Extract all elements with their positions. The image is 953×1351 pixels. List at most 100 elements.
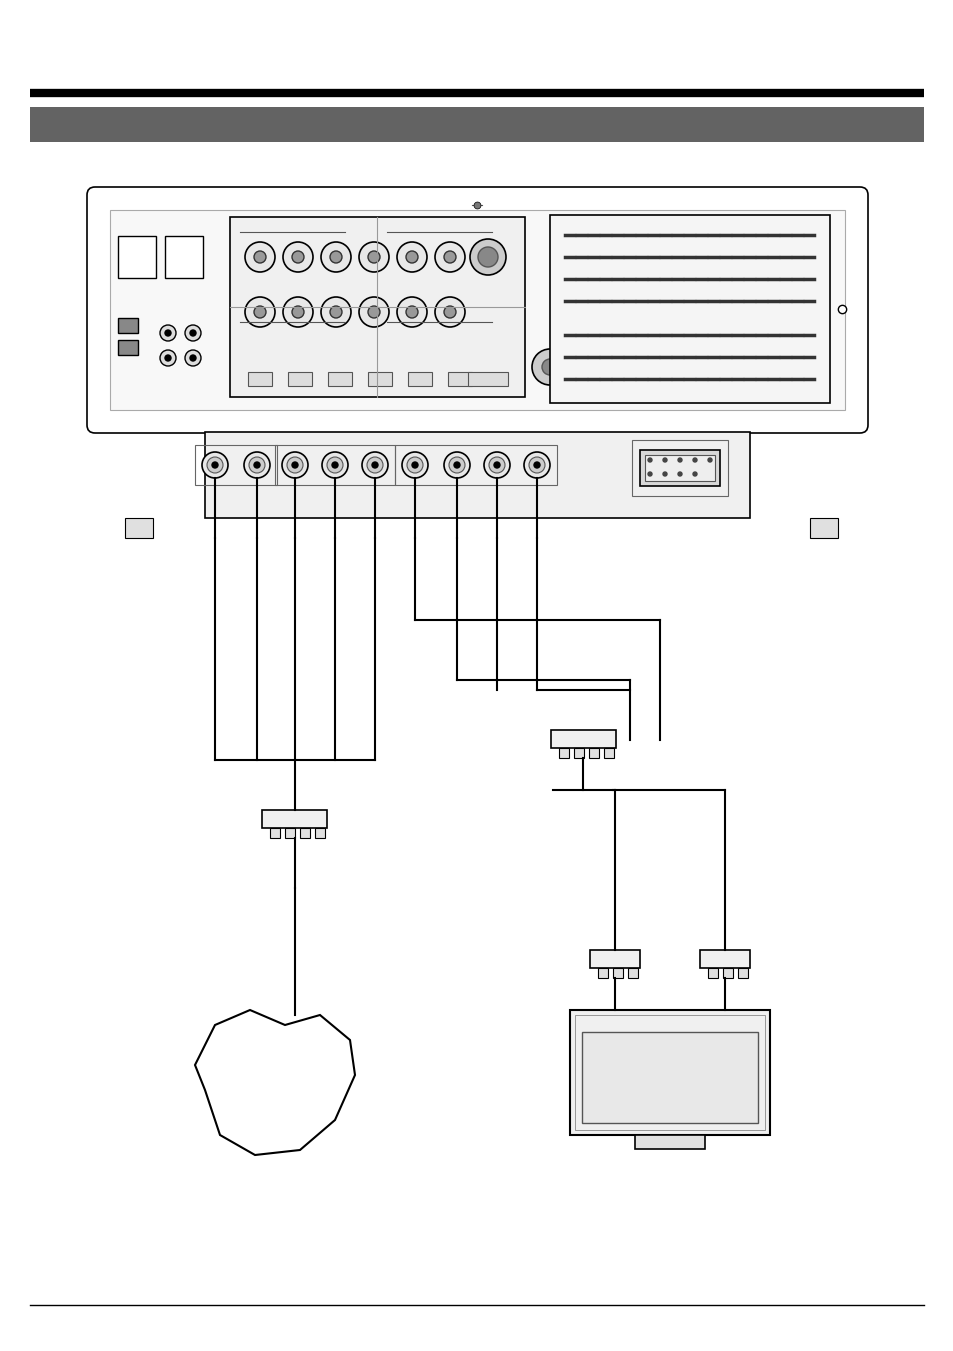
- Polygon shape: [194, 1011, 355, 1155]
- Bar: [581, 1032, 758, 1123]
- Circle shape: [435, 242, 464, 272]
- Circle shape: [283, 297, 313, 327]
- Bar: [551, 730, 616, 748]
- Circle shape: [361, 453, 388, 478]
- Circle shape: [245, 297, 274, 327]
- Circle shape: [523, 453, 550, 478]
- Bar: [205, 432, 749, 517]
- Bar: [315, 828, 325, 838]
- Circle shape: [707, 458, 711, 462]
- Circle shape: [358, 242, 389, 272]
- Circle shape: [253, 251, 266, 263]
- Bar: [230, 218, 524, 397]
- Circle shape: [292, 251, 304, 263]
- Circle shape: [244, 453, 270, 478]
- Circle shape: [202, 453, 228, 478]
- Circle shape: [332, 462, 337, 467]
- Circle shape: [330, 251, 341, 263]
- Circle shape: [396, 297, 427, 327]
- Circle shape: [160, 326, 175, 340]
- Circle shape: [449, 457, 464, 473]
- Bar: [558, 748, 568, 758]
- Circle shape: [406, 305, 417, 317]
- Bar: [194, 444, 276, 485]
- Circle shape: [647, 458, 651, 462]
- Circle shape: [692, 458, 697, 462]
- Circle shape: [662, 458, 666, 462]
- Circle shape: [443, 453, 470, 478]
- Circle shape: [529, 457, 544, 473]
- Bar: [300, 828, 310, 838]
- Circle shape: [185, 350, 201, 366]
- Bar: [627, 969, 638, 978]
- Circle shape: [287, 457, 303, 473]
- Circle shape: [368, 305, 379, 317]
- Circle shape: [292, 305, 304, 317]
- Circle shape: [534, 462, 539, 467]
- Bar: [574, 748, 583, 758]
- Bar: [288, 372, 312, 386]
- Bar: [285, 828, 295, 838]
- Circle shape: [396, 242, 427, 272]
- Bar: [248, 372, 272, 386]
- Bar: [639, 450, 720, 486]
- Bar: [118, 317, 138, 332]
- Circle shape: [283, 242, 313, 272]
- Circle shape: [494, 462, 499, 467]
- Circle shape: [483, 453, 510, 478]
- Circle shape: [407, 457, 422, 473]
- Bar: [575, 1015, 764, 1129]
- Bar: [125, 517, 152, 538]
- Bar: [809, 517, 837, 538]
- Bar: [700, 950, 749, 969]
- Circle shape: [401, 453, 428, 478]
- Circle shape: [165, 330, 171, 336]
- Circle shape: [368, 251, 379, 263]
- Circle shape: [367, 457, 382, 473]
- Circle shape: [477, 247, 497, 267]
- Bar: [30, 107, 923, 142]
- Bar: [448, 372, 472, 386]
- Circle shape: [470, 239, 505, 276]
- Bar: [165, 236, 203, 278]
- Bar: [271, 828, 280, 838]
- Circle shape: [358, 297, 389, 327]
- Bar: [589, 950, 639, 969]
- Circle shape: [253, 462, 260, 467]
- Bar: [468, 372, 507, 386]
- Circle shape: [532, 349, 567, 385]
- Circle shape: [327, 457, 343, 473]
- FancyBboxPatch shape: [87, 186, 867, 434]
- Circle shape: [245, 242, 274, 272]
- Circle shape: [249, 457, 265, 473]
- Circle shape: [443, 251, 456, 263]
- Circle shape: [541, 359, 558, 376]
- Bar: [110, 209, 844, 409]
- Bar: [603, 748, 614, 758]
- Bar: [569, 1011, 769, 1135]
- Bar: [368, 372, 392, 386]
- Circle shape: [212, 462, 218, 467]
- Circle shape: [406, 251, 417, 263]
- Circle shape: [253, 305, 266, 317]
- Bar: [738, 969, 747, 978]
- Circle shape: [320, 297, 351, 327]
- Circle shape: [662, 471, 666, 476]
- Bar: [707, 969, 718, 978]
- Bar: [550, 215, 829, 403]
- Circle shape: [489, 457, 504, 473]
- Circle shape: [292, 462, 297, 467]
- Circle shape: [647, 471, 651, 476]
- Circle shape: [678, 471, 681, 476]
- Circle shape: [165, 355, 171, 361]
- Circle shape: [160, 350, 175, 366]
- Bar: [328, 372, 352, 386]
- Bar: [588, 748, 598, 758]
- Bar: [722, 969, 732, 978]
- Bar: [598, 969, 607, 978]
- Circle shape: [322, 453, 348, 478]
- Circle shape: [190, 355, 195, 361]
- Bar: [274, 444, 395, 485]
- Circle shape: [282, 453, 308, 478]
- Circle shape: [678, 458, 681, 462]
